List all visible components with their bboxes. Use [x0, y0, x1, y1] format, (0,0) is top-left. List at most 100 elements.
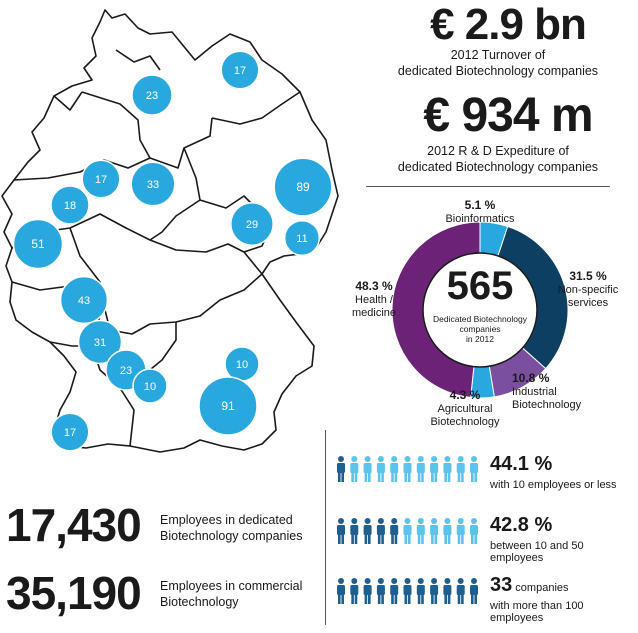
person-icon — [470, 518, 478, 544]
map-bubble — [283, 219, 321, 257]
map-bubble-label: 89 — [296, 180, 310, 194]
slice-pct: 48.3 % — [355, 279, 393, 293]
person-icon — [456, 578, 465, 604]
divider-top — [366, 186, 610, 187]
map-bubble — [198, 376, 258, 436]
donut-center-line2: companies — [459, 324, 501, 334]
person-icon — [430, 578, 439, 604]
slice-label-bioinformatics: 5.1 % Bioinformatics — [440, 199, 520, 226]
person-icon — [443, 456, 452, 482]
map-bubble — [220, 50, 260, 90]
person-icon — [363, 456, 372, 482]
person-icon — [337, 578, 345, 604]
person-icon — [390, 518, 399, 544]
person-icon — [416, 456, 425, 482]
person-icon — [363, 578, 372, 604]
person-icon — [337, 518, 345, 544]
person-icon — [443, 578, 452, 604]
map-outline — [1, 9, 339, 453]
map-bubble-label: 29 — [246, 219, 258, 231]
slice-name: Biotechnology — [430, 416, 500, 428]
slice-pct: 5.1 % — [464, 198, 496, 212]
person-icon — [390, 456, 399, 482]
map-bubble-label: 23 — [146, 90, 158, 102]
map-bubble-label: 11 — [296, 233, 307, 245]
map-bubble — [132, 368, 168, 404]
employees-commercial-line1: Employees in commercial — [160, 579, 303, 593]
map-bubble-label: 17 — [64, 427, 76, 439]
state-border — [115, 49, 161, 71]
slice-name: Industrial — [512, 386, 557, 398]
map-bubble — [77, 319, 123, 365]
person-icon — [350, 456, 359, 482]
employees-dedicated-line2: Biotechnology companies — [160, 529, 303, 543]
slice-label-agricultural: 4.3 % Agricultural Biotechnology — [420, 389, 510, 429]
person-icon — [376, 578, 385, 604]
slice-name: Bioinformatics — [445, 213, 515, 225]
map-bubble — [12, 218, 64, 270]
slice-label-nonspecific: 31.5 % Non-specific services — [548, 270, 628, 310]
person-icon — [390, 578, 399, 604]
slice-name: services — [567, 297, 609, 309]
donut-center-line1: Dedicated Biotechnology — [432, 314, 528, 324]
map-bubble — [130, 161, 176, 207]
person-icon — [456, 518, 465, 544]
person-icon — [430, 518, 439, 544]
person-icon — [470, 456, 478, 482]
person-icon — [350, 518, 359, 544]
person-icon — [376, 456, 385, 482]
state-border — [211, 91, 301, 125]
slice-name: Biotechnology — [512, 399, 582, 411]
slice-name: Agricultural — [437, 403, 493, 415]
map-bubble-label: 31 — [94, 337, 106, 349]
person-icon — [416, 578, 425, 604]
person-icon — [456, 456, 465, 482]
slice-name: Non-specific — [557, 284, 619, 296]
donut-chart — [391, 221, 569, 399]
slice-label-industrial: 10.8 % Industrial Biotechnology — [512, 372, 602, 412]
row1-pct: 44.1 % — [490, 453, 553, 475]
row3-heading: 33 companies — [490, 574, 569, 597]
map-bubble-label: 18 — [64, 200, 76, 212]
map-bubble-label: 51 — [31, 237, 45, 251]
rd-value: € 934 m — [423, 89, 593, 142]
map-bubble-label: 43 — [78, 295, 90, 307]
state-border — [53, 91, 83, 111]
donut-center-line3: in 2012 — [466, 334, 494, 344]
state-border — [11, 213, 263, 275]
employees-dedicated-value: 17,430 — [6, 499, 142, 551]
rd-caption-line2: dedicated Biotechnology companies — [397, 160, 599, 174]
map-bubble-label: 10 — [144, 381, 156, 393]
donut-center — [422, 252, 538, 368]
person-icon — [337, 456, 345, 482]
slice-name: medicine — [351, 307, 397, 319]
map-bubble — [81, 159, 121, 199]
turnover-value: € 2.9 bn — [430, 0, 587, 49]
map-bubble — [50, 185, 90, 225]
pictogram — [337, 456, 478, 604]
map-bubble — [50, 412, 90, 452]
person-icon — [470, 578, 478, 604]
row3-text: with more than 100 employees — [490, 600, 584, 624]
employees-commercial-line2: Biotechnology — [160, 595, 239, 609]
employees-dedicated-line1: Employees in dedicated — [160, 513, 293, 527]
row2-text: between 10 and 50 employees — [490, 540, 584, 564]
map-bubble — [230, 202, 274, 246]
person-icon — [350, 578, 359, 604]
person-icon — [363, 518, 372, 544]
slice-pct: 10.8 % — [512, 371, 550, 385]
map-bubble-label: 17 — [234, 65, 246, 77]
map-bubble-label: 91 — [221, 399, 235, 413]
germany-map: 17 23 17 33 89 18 29 11 51 43 31 23 10 10 91 17 — [1, 9, 339, 453]
map-bubble-label: 10 — [236, 359, 248, 371]
slice-label-health: 48.3 % Health / medicine — [334, 280, 414, 320]
rd-caption-line1: 2012 R & D Expediture of — [427, 144, 569, 158]
slice-pct: 4.3 % — [449, 388, 481, 402]
map-bubble — [131, 74, 173, 116]
state-border — [149, 147, 201, 241]
person-icon — [403, 578, 412, 604]
map-bubble — [273, 157, 333, 217]
row3-suffix: companies — [512, 582, 569, 594]
slice-name: Health / — [355, 294, 393, 306]
turnover-caption-line1: 2012 Turnover of — [450, 48, 546, 62]
